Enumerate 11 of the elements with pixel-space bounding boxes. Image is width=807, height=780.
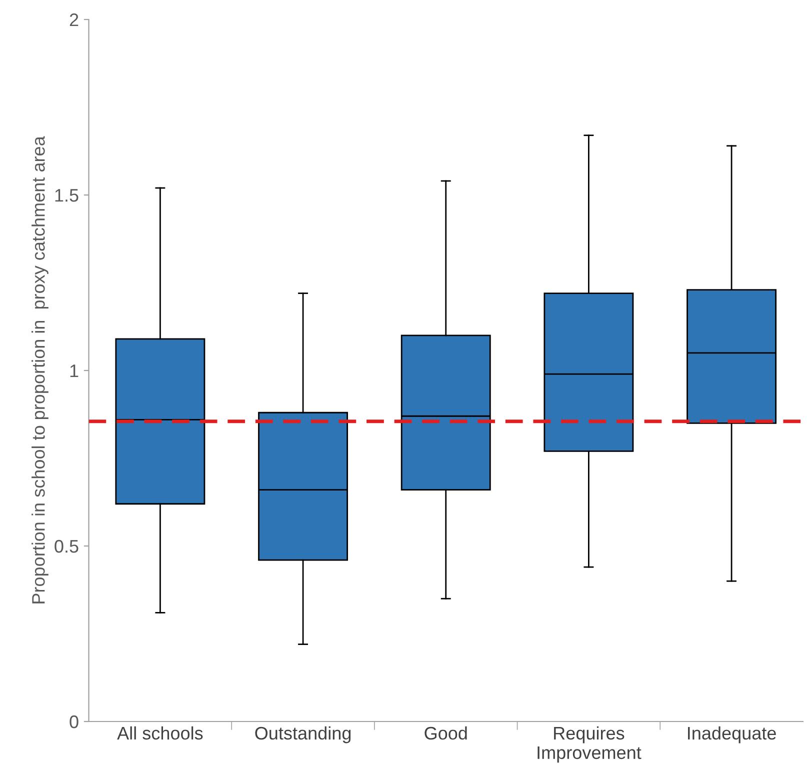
y-tick-label: 1.5 xyxy=(55,189,78,202)
x-tick-label: Outstanding xyxy=(255,726,351,744)
y-tick-label: 1 xyxy=(70,364,78,378)
y-axis-title: Proportion in school to proportion in proxy catchment area xyxy=(32,136,48,604)
y-tick-label: 2 xyxy=(70,13,78,26)
x-tick-label: All schools xyxy=(117,726,203,740)
x-tick-label: Requires Improvement xyxy=(538,726,642,763)
y-tick-label: 0.5 xyxy=(54,540,78,553)
x-tick-label: Good xyxy=(424,726,467,740)
y-tick-label: 0 xyxy=(70,715,78,728)
x-tick-label: Inadequate xyxy=(688,726,776,744)
